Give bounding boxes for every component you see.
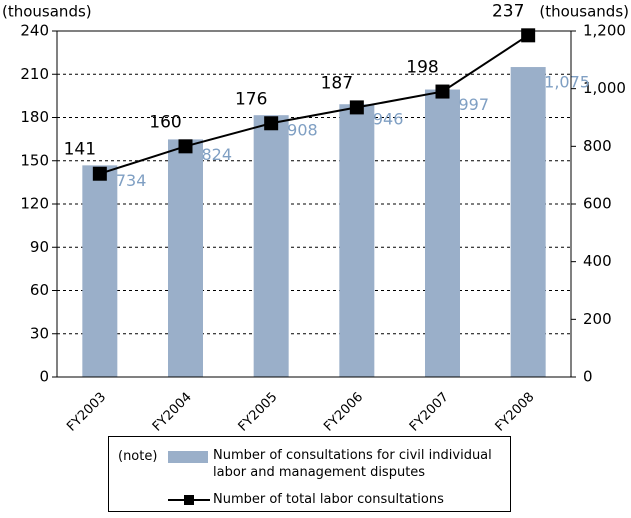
y-tick-label: 90 [30, 238, 49, 256]
y-axis-label: (thousands) [2, 3, 92, 21]
bar-value-label: 1,075 [544, 73, 590, 92]
bar [510, 67, 546, 378]
line-value-label: 237 [492, 1, 524, 21]
y-tick-label: 30 [30, 324, 49, 342]
x-tick-label: FY2005 [236, 390, 281, 435]
legend: (note) Number of consultations for civil… [108, 436, 511, 512]
y2-tick-label: 600 [583, 195, 612, 213]
legend-swatch [168, 451, 208, 463]
line-marker [349, 100, 364, 115]
y-tick-label: 60 [30, 281, 49, 299]
bar-value-label: 946 [373, 110, 404, 129]
line-marker [264, 116, 279, 131]
y2-tick-label: 400 [583, 252, 612, 270]
y-tick-label: 120 [20, 195, 49, 213]
bar-value-label: 997 [459, 95, 490, 114]
bar-value-label: 824 [202, 145, 233, 164]
y2-tick-label: 0 [583, 368, 593, 386]
y2-tick-label: 200 [583, 310, 612, 328]
chart: (thousands) (thousands) 0 30 60 90 120 150 180… [2, 1, 629, 435]
y-tick-label: 240 [20, 22, 49, 40]
line-marker [435, 84, 450, 99]
y-tick-label: 150 [20, 151, 49, 169]
line-value-label: 160 [149, 112, 181, 132]
line-marker [178, 139, 193, 154]
line-value-label: 176 [235, 89, 267, 109]
y2-tick-label: 1,200 [583, 22, 626, 40]
line-value-label: 187 [321, 73, 353, 93]
y2-tick-label: 800 [583, 137, 612, 155]
bar-value-label: 734 [116, 171, 147, 190]
bar [168, 139, 203, 377]
y2-axis-label: (thousands) [539, 3, 629, 21]
bar [82, 165, 118, 377]
bar [339, 104, 375, 377]
line [99, 34, 529, 175]
legend-label: Number of total labor consultations [213, 492, 444, 507]
line-marker [521, 28, 536, 43]
bar-value-label: 908 [287, 121, 318, 140]
line-marker [92, 166, 107, 181]
x-tick-label: FY2004 [150, 390, 195, 435]
line-value-label: 198 [406, 58, 438, 78]
legend-line [168, 495, 210, 505]
x-tick-label: FY2003 [64, 390, 109, 435]
x-tick-label: FY2006 [321, 390, 366, 435]
y2-tick-label: 1,000 [583, 79, 626, 97]
x-tick-label: FY2008 [493, 390, 538, 435]
y-tick-label: 180 [20, 108, 49, 126]
legend-label: Number of consultations for civil indivi… [213, 448, 492, 480]
y-tick-label: 0 [39, 368, 49, 386]
line-value-label: 141 [64, 140, 96, 160]
y-tick-label: 210 [20, 65, 49, 83]
bar [253, 115, 289, 378]
legend-note: (note) [118, 449, 158, 464]
bar [425, 89, 460, 377]
x-tick-label: FY2007 [407, 390, 452, 435]
